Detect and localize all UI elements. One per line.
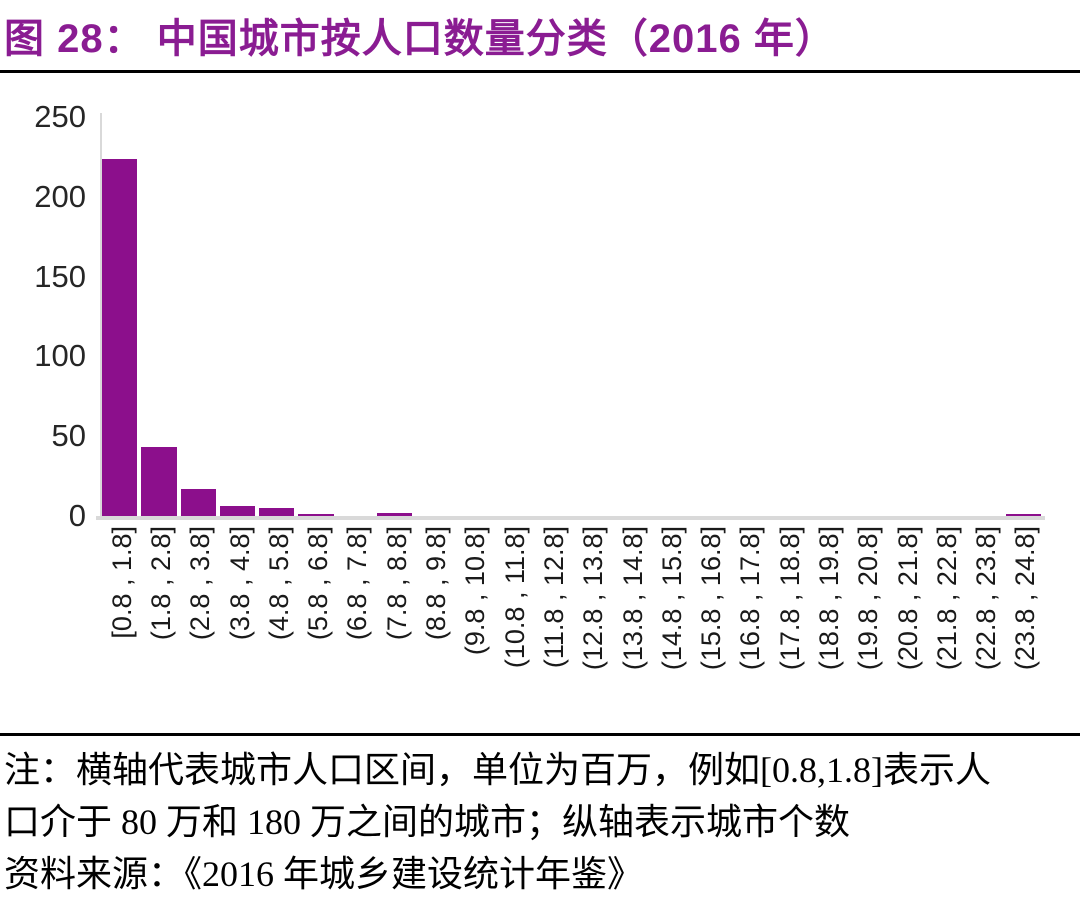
bar — [141, 447, 177, 516]
bar-cell — [849, 117, 888, 516]
x-tick-cell: (19.8 , 20.8] — [849, 522, 888, 727]
bar-cell — [377, 117, 416, 516]
x-tick-label: (8.8 , 9.8] — [421, 526, 452, 641]
bar-cell — [102, 117, 141, 516]
x-tick-label: [0.8 , 1.8] — [106, 526, 137, 639]
bar-cell — [495, 117, 534, 516]
y-tick-label: 200 — [34, 178, 86, 214]
x-tick-cell: (9.8 , 10.8] — [456, 522, 495, 727]
bar-cell — [298, 117, 337, 516]
bar-cell — [652, 117, 691, 516]
x-tick-cell: (2.8 , 3.8] — [181, 522, 220, 727]
chart-notes: 注：横轴代表城市人口区间，单位为百万，例如[0.8,1.8]表示人 口介于 80… — [4, 744, 1064, 900]
x-tick-label: (17.8 , 18.8] — [774, 526, 805, 671]
bar-cell — [691, 117, 730, 516]
bar-cell — [180, 117, 220, 516]
bar-cell — [888, 117, 927, 516]
bar-cell — [338, 117, 377, 516]
x-tick-label: (23.8 , 24.8] — [1010, 526, 1041, 671]
x-axis: [0.8 , 1.8] (1.8 , 2.8] (2.8 , 3.8] (3.8 , … — [102, 522, 1045, 727]
note-line-3: 资料来源：《2016 年城乡建设统计年鉴》 — [4, 854, 644, 894]
bar-cell — [1005, 117, 1045, 516]
y-tick-label: 100 — [34, 338, 86, 374]
x-tick-label: (4.8 , 5.8] — [263, 526, 294, 641]
y-tick-label: 0 — [68, 498, 86, 533]
x-tick-cell: (11.8 , 12.8] — [534, 522, 573, 727]
x-tick-label: (10.8 , 11.8] — [499, 526, 530, 669]
x-tick-label: (13.8 , 14.8] — [617, 526, 648, 671]
bar — [219, 506, 256, 516]
bar-cell — [731, 117, 770, 516]
x-tick-label: (18.8 , 19.8] — [813, 526, 844, 671]
bar-cell — [416, 117, 455, 516]
bar-cell — [534, 117, 573, 516]
x-tick-label: (20.8 , 21.8] — [892, 526, 923, 671]
x-tick-label: (1.8 , 2.8] — [145, 526, 176, 641]
plot-area — [102, 117, 1045, 516]
note-divider — [0, 733, 1080, 736]
x-tick-cell: (1.8 , 2.8] — [141, 522, 180, 727]
note-line-1: 注：横轴代表城市人口区间，单位为百万，例如[0.8,1.8]表示人 — [4, 750, 991, 790]
bar-cell — [613, 117, 652, 516]
x-tick-cell: (20.8 , 21.8] — [888, 522, 927, 727]
x-tick-label: (22.8 , 23.8] — [971, 526, 1002, 671]
x-tick-cell: (12.8 , 13.8] — [574, 522, 613, 727]
x-tick-label: (16.8 , 17.8] — [735, 526, 766, 671]
y-tick-label: 250 — [34, 99, 86, 134]
x-tick-label: (15.8 , 16.8] — [696, 526, 727, 671]
bar — [1005, 514, 1042, 516]
bar-cell — [574, 117, 613, 516]
x-tick-cell: (17.8 , 18.8] — [770, 522, 809, 727]
x-tick-cell: (14.8 , 15.8] — [652, 522, 691, 727]
x-tick-cell: (18.8 , 19.8] — [809, 522, 848, 727]
bar-cell — [967, 117, 1006, 516]
x-tick-label: (7.8 , 8.8] — [381, 526, 412, 641]
bar-cell — [809, 117, 848, 516]
y-axis-line — [100, 113, 102, 518]
x-tick-cell: (15.8 , 16.8] — [691, 522, 730, 727]
x-tick-cell: [0.8 , 1.8] — [102, 522, 141, 727]
x-tick-label: (14.8 , 15.8] — [656, 526, 687, 671]
x-tick-label: (3.8 , 4.8] — [224, 526, 255, 641]
x-tick-cell: (21.8 , 22.8] — [927, 522, 966, 727]
bar — [377, 512, 413, 516]
x-tick-label: (5.8 , 6.8] — [303, 526, 334, 641]
x-tick-cell: (16.8 , 17.8] — [731, 522, 770, 727]
x-tick-label: (9.8 , 10.8] — [460, 526, 491, 656]
x-tick-label: (11.8 , 12.8] — [538, 526, 569, 669]
x-tick-label: (12.8 , 13.8] — [578, 526, 609, 671]
x-tick-label: (21.8 , 22.8] — [931, 526, 962, 671]
x-tick-cell: (13.8 , 14.8] — [613, 522, 652, 727]
x-tick-cell: (8.8 , 9.8] — [416, 522, 455, 727]
title-divider — [0, 70, 1080, 73]
bar-cell — [927, 117, 966, 516]
x-tick-cell: (22.8 , 23.8] — [967, 522, 1006, 727]
x-tick-label: (19.8 , 20.8] — [853, 526, 884, 671]
bar-cell — [770, 117, 809, 516]
x-tick-cell: (6.8 , 7.8] — [338, 522, 377, 727]
bar-cell — [456, 117, 495, 516]
x-tick-label: (2.8 , 3.8] — [185, 526, 216, 641]
y-tick-label: 150 — [34, 258, 86, 294]
x-tick-label: (6.8 , 7.8] — [342, 526, 373, 641]
note-line-2: 口介于 80 万和 180 万之间的城市；纵轴表示城市个数 — [4, 802, 851, 842]
bar — [180, 488, 216, 516]
bar-cell — [219, 117, 259, 516]
y-tick-label: 50 — [51, 418, 86, 454]
figure-title: 图 28： 中国城市按人口数量分类（2016 年） — [4, 17, 836, 61]
x-axis-line — [96, 516, 1045, 520]
bar — [102, 158, 138, 516]
bar — [259, 508, 295, 516]
bar-cell — [141, 117, 180, 516]
x-tick-cell: (5.8 , 6.8] — [298, 522, 337, 727]
x-tick-cell: (10.8 , 11.8] — [495, 522, 534, 727]
x-tick-cell: (4.8 , 5.8] — [259, 522, 298, 727]
x-tick-cell: (3.8 , 4.8] — [220, 522, 259, 727]
x-tick-cell: (23.8 , 24.8] — [1006, 522, 1045, 727]
bar-cell — [259, 117, 298, 516]
bar — [298, 514, 334, 516]
x-tick-cell: (7.8 , 8.8] — [377, 522, 416, 727]
